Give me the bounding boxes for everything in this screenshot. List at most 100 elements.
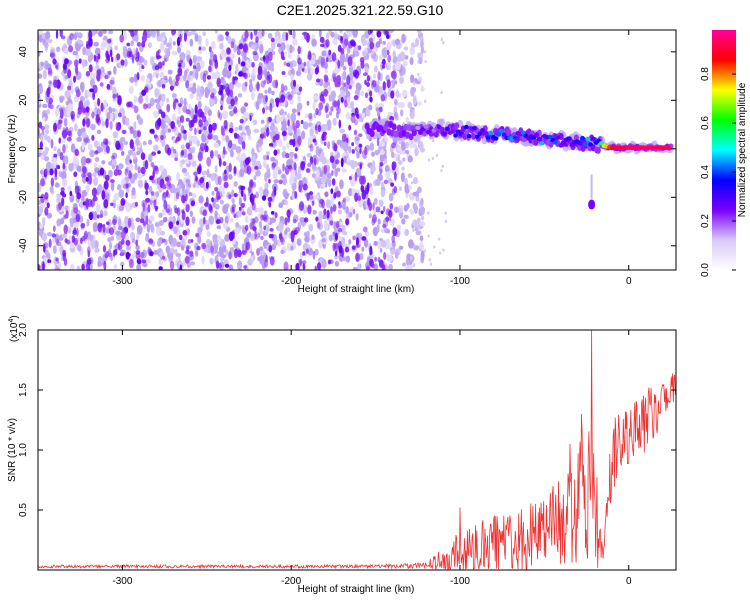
noise-blob xyxy=(92,196,98,202)
noise-blob xyxy=(302,251,306,256)
noise-blob xyxy=(145,233,149,238)
noise-blob xyxy=(82,165,87,174)
signal-cell xyxy=(588,142,593,147)
noise-blob xyxy=(285,152,290,159)
noise-blob xyxy=(333,67,340,74)
noise-blob xyxy=(165,245,171,254)
noise-blob xyxy=(127,217,132,228)
noise-blob xyxy=(306,100,310,106)
noise-blob xyxy=(112,86,117,97)
snr-x-tick-label: -200 xyxy=(281,576,301,587)
noise-blob xyxy=(336,61,340,66)
noise-blob xyxy=(307,206,312,214)
noise-blob xyxy=(409,265,413,270)
noise-blob xyxy=(93,162,98,168)
noise-blob xyxy=(109,120,113,130)
noise-blob xyxy=(342,142,349,152)
noise-blob xyxy=(413,204,418,215)
noise-blob xyxy=(57,165,61,170)
noise-blob xyxy=(281,173,286,179)
noise-blob xyxy=(344,246,350,253)
noise-blob xyxy=(97,222,102,233)
noise-blob xyxy=(42,216,46,227)
noise-blob xyxy=(93,30,98,35)
noise-blob xyxy=(165,208,171,213)
noise-blob xyxy=(205,181,209,189)
noise-blob xyxy=(394,171,397,182)
noise-blob xyxy=(276,99,279,108)
noise-blob xyxy=(249,79,253,85)
noise-blob xyxy=(408,138,414,149)
noise-blob xyxy=(159,165,165,172)
noise-blob xyxy=(149,215,155,222)
noise-blob xyxy=(210,245,214,254)
noise-blob xyxy=(219,199,224,205)
snr-y-multiplier-close: ) xyxy=(9,315,20,318)
noise-blob xyxy=(316,59,321,65)
noise-blob xyxy=(273,186,277,196)
noise-blob xyxy=(88,211,94,221)
noise-blob xyxy=(229,53,236,59)
noise-blob xyxy=(386,229,390,234)
noise-blob xyxy=(379,168,383,175)
noise-blob xyxy=(275,36,279,45)
chart-title: C2E1.2025.321.22.59.G10 xyxy=(277,2,444,18)
noise-blob xyxy=(308,52,312,61)
noise-blob xyxy=(198,163,202,173)
noise-blob xyxy=(353,129,358,136)
noise-blob xyxy=(376,224,380,233)
signal-cell xyxy=(561,140,566,146)
noise-blob xyxy=(135,252,141,261)
noise-blob xyxy=(376,30,382,38)
noise-blob xyxy=(391,234,395,243)
noise-blob xyxy=(302,183,308,191)
noise-blob xyxy=(240,185,246,191)
noise-blob xyxy=(321,50,327,57)
noise-blob xyxy=(251,67,256,77)
noise-blob xyxy=(427,158,431,162)
noise-blob xyxy=(38,230,43,237)
noise-blob xyxy=(308,191,314,196)
noise-blob xyxy=(214,150,219,157)
noise-blob xyxy=(243,265,247,269)
noise-blob xyxy=(366,82,370,87)
noise-blob xyxy=(38,30,43,35)
noise-blob xyxy=(297,45,301,55)
noise-blob xyxy=(419,248,422,252)
noise-blob xyxy=(120,198,126,206)
noise-blob xyxy=(377,240,382,249)
signal-cell xyxy=(450,129,456,134)
noise-blob xyxy=(189,58,193,67)
noise-blob xyxy=(262,131,267,139)
noise-blob xyxy=(125,239,131,246)
noise-blob xyxy=(297,57,302,65)
noise-blob xyxy=(92,222,99,233)
snr-panel: -300 -200 -100 0 0.5 1.0 1.5 2.0 Height of str… xyxy=(7,315,677,595)
noise-blob xyxy=(304,236,310,243)
noise-blob xyxy=(295,173,302,180)
noise-blob xyxy=(176,220,180,226)
noise-blob xyxy=(273,179,279,184)
noise-blob xyxy=(384,172,390,178)
noise-blob xyxy=(147,203,151,213)
noise-blob xyxy=(218,34,224,42)
noise-blob xyxy=(171,93,177,98)
noise-blob xyxy=(342,203,346,211)
noise-blob xyxy=(139,148,143,153)
noise-blob xyxy=(342,82,347,88)
noise-blob xyxy=(89,264,93,270)
noise-blob xyxy=(236,155,242,161)
noise-blob xyxy=(72,229,77,235)
noise-blob xyxy=(307,162,312,168)
noise-blob xyxy=(172,78,177,89)
noise-blob xyxy=(354,89,361,95)
noise-blob xyxy=(275,114,281,124)
noise-blob xyxy=(46,202,50,209)
noise-blob xyxy=(366,265,370,270)
noise-blob xyxy=(364,231,370,237)
noise-blob xyxy=(76,136,83,143)
noise-blob xyxy=(243,193,247,202)
noise-blob xyxy=(153,134,158,139)
noise-blob xyxy=(187,31,192,37)
noise-blob xyxy=(383,252,387,260)
